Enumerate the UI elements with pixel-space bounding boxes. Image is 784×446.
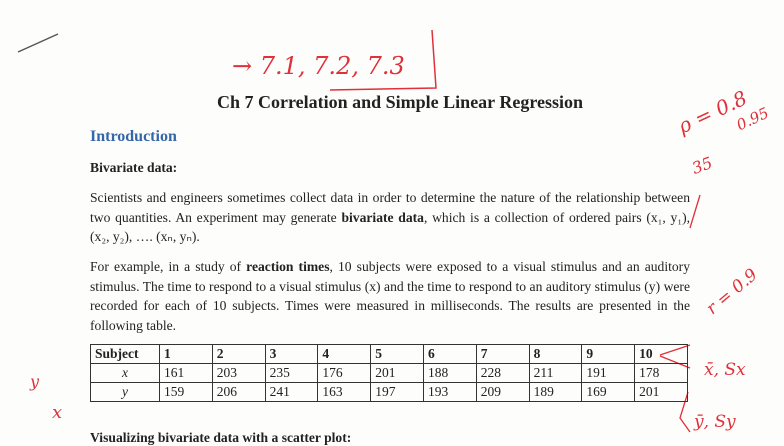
table-cell: 188 xyxy=(422,363,477,383)
bold-text: reaction times xyxy=(246,259,330,274)
table-cell: 161 xyxy=(159,363,213,383)
table-cell: 3 xyxy=(264,344,319,364)
table-cell: 176 xyxy=(317,363,372,383)
section-heading: Introduction xyxy=(90,128,177,145)
table-cell: 189 xyxy=(528,382,583,402)
annotation: y xyxy=(30,372,40,391)
annotation: → 7.1, 7.2, 7.3 xyxy=(232,52,405,80)
paragraph: For example, in a study of reaction time… xyxy=(90,257,690,335)
table-cell: 206 xyxy=(211,382,266,402)
subsection-heading: Visualizing bivariate data with a scatte… xyxy=(90,430,352,445)
paragraph: Scientists and engineers sometimes colle… xyxy=(90,188,690,247)
table-cell: 169 xyxy=(581,382,636,402)
table-cell: 159 xyxy=(159,382,213,402)
table-row: x 161 203 235 176 201 188 228 211 191 178 xyxy=(90,363,688,383)
text: , 10 subjects were exposed to a visual s… xyxy=(90,259,690,333)
text: , which is a collection of ordered pairs… xyxy=(90,209,690,245)
table-cell: 5 xyxy=(370,344,424,364)
annotation: x xyxy=(52,402,63,423)
bold-text: bivariate data xyxy=(341,209,424,225)
text: For example, in a study of xyxy=(90,259,247,274)
table-cell: 163 xyxy=(317,382,372,402)
table-cell: 1 xyxy=(159,344,213,364)
text: Scientists and engineers sometimes colle… xyxy=(90,190,690,225)
table-cell: 193 xyxy=(422,382,477,402)
table-cell: 9 xyxy=(581,344,636,364)
table-cell: 235 xyxy=(264,363,319,383)
table-cell: 191 xyxy=(581,363,636,383)
table-cell: 2 xyxy=(211,344,266,364)
table-cell: 7 xyxy=(475,344,530,364)
table-cell: Subject xyxy=(90,344,160,364)
subsection-heading: Bivariate data: xyxy=(90,160,178,175)
table-row: Subject 1 2 3 4 5 6 7 8 9 10 xyxy=(90,344,688,364)
table-cell: 178 xyxy=(634,363,688,383)
table-cell: 201 xyxy=(370,363,424,383)
table-cell: 201 xyxy=(634,382,688,402)
table-cell: y xyxy=(90,382,160,402)
table-cell: 8 xyxy=(528,344,583,364)
title: Ch 7 Correlation and Simple Linear Regre… xyxy=(216,92,584,112)
table-cell: 197 xyxy=(370,382,424,402)
table-cell: 228 xyxy=(475,363,530,383)
table-cell: 209 xyxy=(475,382,530,402)
data-table: Subject 1 2 3 4 5 6 7 8 9 10 x 161 203 235 176 201 188 228… xyxy=(90,344,688,402)
table-cell: 203 xyxy=(211,363,266,383)
table-cell: 4 xyxy=(317,344,372,364)
table-cell: 241 xyxy=(264,382,319,402)
table-cell: 10 xyxy=(634,344,688,364)
table-cell: x xyxy=(90,363,160,383)
table-cell: 6 xyxy=(422,344,477,364)
annotation: ȳ, Sy xyxy=(694,412,736,432)
table-row: y 159 206 241 163 197 193 209 189 169 201 xyxy=(90,382,688,402)
table-cell: 211 xyxy=(528,363,583,383)
annotation: x̄, Sx xyxy=(704,360,746,380)
